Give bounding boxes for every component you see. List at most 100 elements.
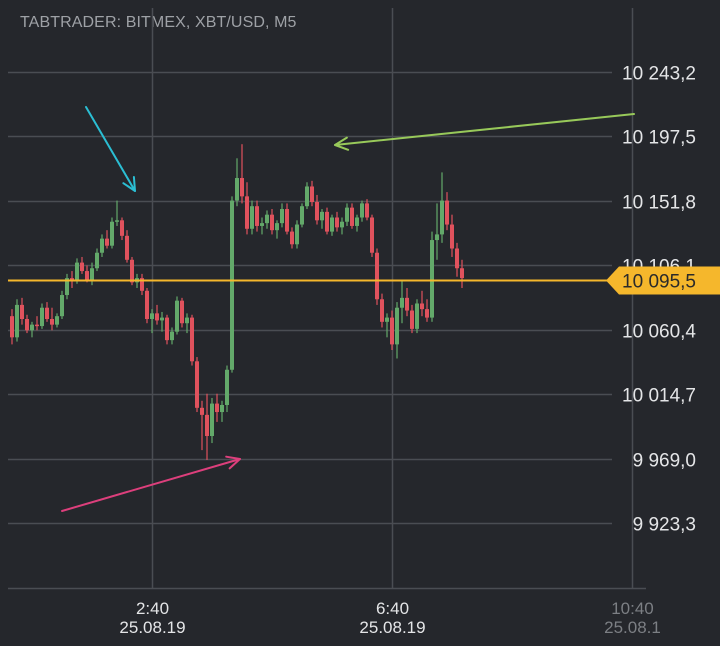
candle: [45, 302, 49, 322]
candle-body: [260, 223, 264, 226]
candle-body: [310, 186, 314, 202]
candle: [225, 365, 229, 413]
candle: [55, 313, 59, 328]
candle: [295, 220, 299, 249]
candle-body: [345, 207, 349, 222]
y-tick-label: 10 060,4: [622, 322, 696, 343]
candle-body: [75, 262, 79, 281]
candle-body: [445, 200, 449, 225]
candle: [60, 290, 64, 319]
candle: [450, 214, 454, 257]
candle-body: [220, 404, 224, 413]
candle-body: [410, 310, 414, 329]
candle: [15, 299, 19, 342]
candle: [20, 297, 24, 325]
candle: [375, 248, 379, 305]
candle-body: [115, 220, 119, 222]
candle: [190, 314, 194, 366]
candle: [430, 231, 434, 322]
candle: [145, 287, 149, 324]
candle-body: [100, 238, 104, 253]
candle: [435, 203, 439, 260]
candle: [390, 310, 394, 351]
candle: [270, 209, 274, 235]
candle-body: [350, 207, 354, 226]
candle-body: [325, 211, 329, 232]
candle: [210, 397, 214, 444]
candle: [230, 196, 234, 373]
candle-body: [405, 297, 409, 311]
candle: [155, 304, 159, 325]
candle-body: [125, 235, 129, 260]
candle-body: [45, 307, 49, 319]
candle: [250, 200, 254, 235]
candle: [320, 209, 324, 229]
candle: [410, 304, 414, 334]
candle: [235, 158, 239, 207]
candle: [280, 203, 284, 228]
y-tick-label: 10 243,2: [622, 64, 696, 85]
candle-body: [210, 403, 214, 437]
candle: [110, 217, 114, 249]
candle-body: [150, 313, 154, 319]
candle-body: [435, 234, 439, 241]
candle-body: [85, 271, 89, 280]
candle-body: [50, 318, 54, 325]
candle-body: [40, 307, 44, 327]
candle-body: [305, 186, 309, 207]
candle-body: [190, 317, 194, 362]
candle: [215, 393, 219, 422]
candle-body: [455, 248, 459, 269]
candle-body: [340, 221, 344, 228]
candle: [80, 256, 84, 274]
candle: [300, 203, 304, 228]
candle-body: [170, 331, 174, 341]
candle: [95, 248, 99, 272]
candle: [380, 293, 384, 328]
candle-body: [105, 238, 109, 246]
chart-title: TABTRADER: BITMEX, XBT/USD, M5: [20, 14, 297, 31]
candle: [175, 296, 179, 335]
candle-body: [180, 300, 184, 324]
candle: [335, 211, 339, 232]
candle: [40, 303, 44, 329]
candle: [160, 311, 164, 332]
candle-body: [140, 278, 144, 291]
candle: [275, 220, 279, 239]
y-tick-label: 9 969,0: [633, 451, 696, 472]
candle-body: [460, 268, 464, 279]
candle: [385, 313, 389, 338]
candle: [330, 214, 334, 236]
candle-body: [160, 317, 164, 321]
candle-body: [200, 407, 204, 415]
candle: [395, 302, 399, 359]
y-tick-label: 10 151,8: [622, 193, 696, 214]
candle: [120, 217, 124, 241]
candle-body: [215, 403, 219, 413]
candle-body: [30, 324, 34, 331]
candle: [310, 180, 314, 207]
candle: [125, 230, 129, 263]
candle-body: [35, 324, 39, 327]
candle-body: [120, 220, 124, 236]
candle: [10, 309, 14, 345]
candle: [340, 217, 344, 235]
candle: [180, 297, 184, 328]
candle-body: [355, 217, 359, 226]
candle: [240, 144, 244, 204]
y-tick-label: 9 923,3: [633, 515, 696, 536]
candle-body: [450, 224, 454, 249]
candle-body: [390, 317, 394, 345]
current-price-tag: [606, 266, 720, 295]
candle: [445, 192, 449, 231]
x-tick-date: 25.08.19: [359, 618, 425, 637]
pink-arrow-icon: [61, 455, 241, 512]
candle-body: [255, 206, 259, 226]
candle-body: [225, 369, 229, 405]
candle-body: [315, 201, 319, 221]
candle-body: [430, 240, 434, 318]
candle-body: [280, 209, 284, 224]
candle-body: [300, 206, 304, 225]
